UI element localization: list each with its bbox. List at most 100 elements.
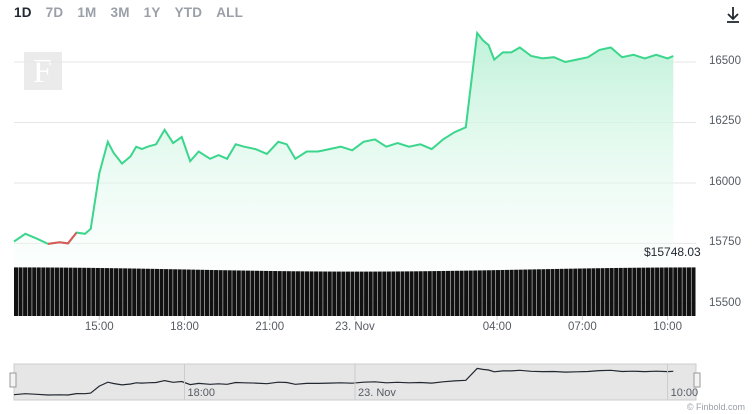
volume-bars bbox=[14, 267, 696, 316]
volume-bar bbox=[395, 271, 400, 316]
volume-bar bbox=[173, 269, 178, 316]
volume-bar bbox=[182, 269, 187, 316]
range-tab-3m[interactable]: 3M bbox=[110, 5, 130, 20]
volume-bar bbox=[368, 271, 373, 316]
volume-bar bbox=[505, 269, 510, 316]
volume-bar bbox=[14, 267, 19, 316]
volume-bar bbox=[486, 270, 491, 316]
volume-bar bbox=[241, 270, 246, 316]
volume-bar bbox=[245, 270, 250, 316]
volume-bar bbox=[573, 268, 578, 316]
volume-bar bbox=[659, 267, 664, 316]
volume-bar bbox=[204, 269, 210, 316]
volume-bar bbox=[86, 267, 91, 316]
x-tick-label: 15:00 bbox=[84, 321, 114, 333]
volume-bar bbox=[414, 271, 419, 316]
x-tick-label: 23. Nov bbox=[335, 321, 375, 333]
volume-bar bbox=[77, 267, 82, 316]
volume-bar bbox=[286, 271, 291, 316]
volume-bar bbox=[118, 268, 123, 316]
x-tick-label: 18:00 bbox=[170, 321, 199, 333]
volume-bar bbox=[545, 269, 551, 316]
volume-bar bbox=[405, 271, 410, 316]
volume-bar bbox=[36, 267, 41, 316]
volume-bar bbox=[668, 267, 673, 316]
volume-bar bbox=[104, 268, 109, 316]
navigator-tick-label: 23. Nov bbox=[358, 387, 396, 399]
volume-bar bbox=[91, 267, 96, 316]
volume-bar bbox=[355, 271, 360, 316]
volume-bar bbox=[550, 269, 555, 316]
volume-bar bbox=[418, 271, 423, 316]
volume-bar bbox=[50, 267, 55, 316]
volume-bar bbox=[400, 271, 405, 316]
navigator-line bbox=[13, 367, 674, 396]
volume-bar bbox=[164, 269, 169, 316]
volume-bar bbox=[195, 269, 200, 316]
volume-bar bbox=[582, 268, 587, 316]
range-tabs: 1D 7D 1M 3M 1Y YTD ALL bbox=[14, 5, 257, 25]
volume-bar bbox=[673, 267, 678, 316]
volume-bar bbox=[186, 269, 191, 316]
volume-bar bbox=[304, 271, 310, 316]
volume-bar bbox=[109, 268, 114, 316]
volume-bar bbox=[436, 271, 441, 316]
volume-bar bbox=[382, 271, 387, 316]
volume-bar bbox=[223, 270, 228, 316]
download-icon[interactable] bbox=[724, 4, 742, 24]
price-area bbox=[14, 33, 674, 316]
volume-bar bbox=[450, 270, 455, 316]
volume-bar bbox=[132, 268, 137, 316]
y-tick-label: 16500 bbox=[709, 55, 741, 68]
volume-bar bbox=[64, 267, 69, 316]
volume-bar bbox=[541, 269, 546, 316]
volume-bar bbox=[150, 268, 155, 316]
volume-bar bbox=[459, 270, 464, 316]
range-tab-all[interactable]: ALL bbox=[216, 5, 244, 20]
volume-bar bbox=[168, 269, 173, 316]
volume-bar bbox=[359, 271, 364, 316]
range-tab-1y[interactable]: 1Y bbox=[143, 5, 161, 20]
volume-bar bbox=[686, 267, 691, 316]
volume-bar bbox=[536, 269, 541, 316]
volume-bar bbox=[273, 271, 278, 316]
volume-bar bbox=[523, 269, 528, 316]
volume-bar bbox=[491, 270, 496, 316]
volume-bar bbox=[82, 267, 87, 316]
volume-bar bbox=[618, 267, 623, 316]
volume-bar bbox=[455, 270, 460, 316]
volume-bar bbox=[232, 270, 237, 316]
volume-bar bbox=[655, 267, 660, 316]
volume-bar bbox=[650, 267, 655, 316]
navigator bbox=[9, 363, 701, 401]
range-tab-1d[interactable]: 1D bbox=[14, 5, 32, 20]
volume-bar bbox=[309, 271, 314, 316]
range-tab-ytd[interactable]: YTD bbox=[174, 5, 203, 20]
navigator-tick-label: 10:00 bbox=[670, 387, 699, 399]
volume-bar bbox=[341, 271, 346, 316]
volume-bar bbox=[468, 270, 473, 316]
x-tick-label: 10:00 bbox=[653, 321, 682, 333]
x-tick-label: 21:00 bbox=[255, 321, 285, 333]
volume-bar bbox=[586, 268, 591, 316]
volume-bar bbox=[136, 268, 141, 316]
price-drop-segment bbox=[47, 231, 78, 245]
volume-bar bbox=[227, 270, 232, 316]
range-tab-1m[interactable]: 1M bbox=[77, 5, 97, 20]
volume-bar bbox=[191, 269, 196, 316]
volume-bar bbox=[32, 267, 37, 316]
volume-bar bbox=[591, 268, 596, 316]
volume-bar bbox=[218, 270, 223, 316]
volume-bar bbox=[682, 267, 687, 316]
volume-bar bbox=[477, 270, 482, 316]
volume-bar bbox=[236, 270, 241, 316]
volume-bar bbox=[154, 268, 159, 316]
volume-bar bbox=[268, 270, 273, 316]
range-tab-7d[interactable]: 7D bbox=[45, 5, 64, 20]
volume-bar bbox=[514, 269, 519, 316]
finbold-logo: F bbox=[24, 52, 62, 90]
volume-bar bbox=[141, 268, 146, 316]
volume-bar bbox=[114, 268, 119, 316]
volume-bar bbox=[518, 269, 523, 316]
volume-bar bbox=[282, 271, 287, 316]
